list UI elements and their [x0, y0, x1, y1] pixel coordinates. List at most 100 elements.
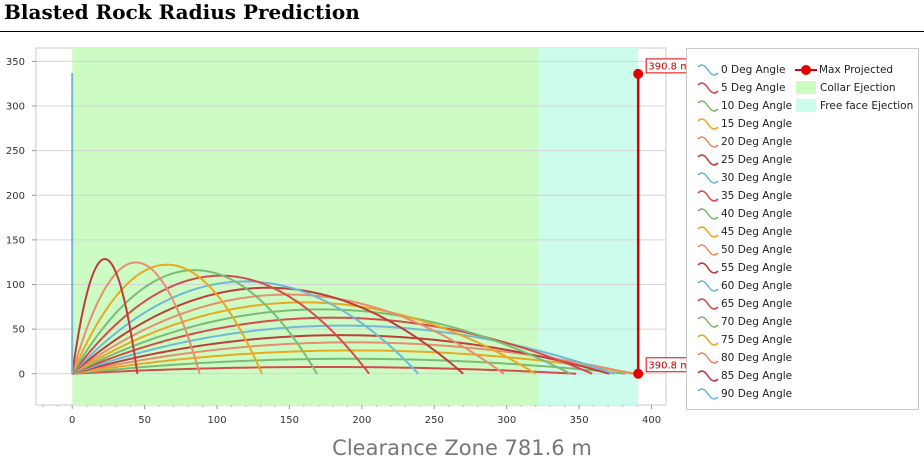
legend-label: 75 Deg Angle — [721, 333, 793, 346]
svg-text:390.8 m: 390.8 m — [648, 360, 690, 371]
series-swatch-icon — [697, 333, 719, 346]
y-tick-label: 200 — [6, 191, 25, 202]
chart-legend: 0 Deg Angle 5 Deg Angle 10 Deg Angle 15 Deg… — [686, 48, 919, 410]
page-title: Blasted Rock Radius Prediction — [4, 0, 360, 24]
series-swatch-icon — [697, 225, 719, 238]
series-line-70-deg — [71, 269, 318, 375]
legend-label: 15 Deg Angle — [721, 117, 793, 130]
series-line-75-deg — [71, 263, 263, 375]
grid-lines — [36, 60, 666, 375]
series-line-40-deg — [71, 308, 571, 375]
legend-label: 60 Deg Angle — [721, 279, 793, 292]
legend-item-50-deg: 50 Deg Angle — [697, 241, 792, 258]
legend-item-65-deg: 65 Deg Angle — [697, 295, 792, 312]
series-swatch-icon — [697, 297, 719, 310]
legend-item-55-deg: 55 Deg Angle — [697, 259, 792, 276]
legend-label: 70 Deg Angle — [721, 315, 793, 328]
series-line-30-deg — [71, 324, 615, 375]
legend-item-10-deg: 10 Deg Angle — [697, 97, 792, 114]
x-tick-label: 300 — [497, 415, 516, 426]
legend-item-80-deg: 80 Deg Angle — [697, 349, 792, 366]
y-tick-label: 100 — [6, 280, 25, 291]
legend-item-20-deg: 20 Deg Angle — [697, 133, 792, 150]
legend-item-35-deg: 35 Deg Angle — [697, 187, 792, 204]
legend-item-85-deg: 85 Deg Angle — [697, 367, 792, 384]
series-swatch-icon — [697, 279, 719, 292]
series-swatch-icon — [697, 207, 719, 220]
series-line-80-deg — [71, 261, 201, 375]
legend-label: 55 Deg Angle — [721, 261, 793, 274]
series-swatch-icon — [697, 117, 719, 130]
free-face-ejection-zone — [538, 48, 639, 405]
legend-label: 65 Deg Angle — [721, 297, 793, 310]
series-swatch-icon — [697, 387, 719, 400]
series-line-50-deg — [71, 293, 505, 375]
series-swatch-icon — [697, 189, 719, 202]
legend-label: 45 Deg Angle — [721, 225, 793, 238]
x-tick-label: 100 — [207, 415, 226, 426]
y-tick-label: 250 — [6, 146, 25, 157]
series-swatch-icon — [697, 135, 719, 148]
svg-text:390.8 m: 390.8 m — [648, 61, 690, 72]
legend-label: 40 Deg Angle — [721, 207, 793, 220]
legend-item-40-deg: 40 Deg Angle — [697, 205, 792, 222]
legend-item-25-deg: 25 Deg Angle — [697, 151, 792, 168]
free-face-ejection-swatch — [796, 99, 816, 112]
clearance-zone-label: Clearance Zone 781.6 m — [332, 436, 592, 460]
legend-label: 35 Deg Angle — [721, 189, 793, 202]
x-tick-label: 250 — [425, 415, 444, 426]
y-tick-label: 50 — [12, 325, 25, 336]
legend-label: 25 Deg Angle — [721, 153, 793, 166]
axis-ticks: 0 50 100 150 200 250 300 350 0 50 100 150 200 250 300 3… — [6, 57, 661, 426]
legend-item-0-deg: 0 Deg Angle — [697, 61, 785, 78]
max-projected-marker: 390.8 m 390.8 m — [633, 58, 693, 379]
y-tick-label: 350 — [6, 57, 25, 68]
series-line-55-deg — [71, 286, 464, 375]
x-tick-label: 400 — [642, 415, 661, 426]
series-line-45-deg — [71, 301, 537, 375]
series-line-85-deg — [71, 257, 139, 374]
legend-item-15-deg: 15 Deg Angle — [697, 115, 792, 132]
collar-ejection-swatch — [796, 81, 816, 94]
series-swatch-icon — [697, 99, 719, 112]
legend-item-max-projected: Max Projected — [795, 61, 893, 78]
x-tick-label: 0 — [69, 415, 75, 426]
series-swatch-icon — [697, 153, 719, 166]
series-swatch-icon — [697, 261, 719, 274]
legend-item-90-deg: 90 Deg Angle — [697, 385, 792, 402]
x-tick-label: 200 — [352, 415, 371, 426]
legend-item-60-deg: 60 Deg Angle — [697, 277, 792, 294]
series-swatch-icon — [697, 63, 719, 76]
legend-label: Free face Ejection — [820, 99, 914, 112]
series-swatch-icon — [697, 81, 719, 94]
legend-label: 80 Deg Angle — [721, 351, 793, 364]
legend-item-30-deg: 30 Deg Angle — [697, 169, 792, 186]
series-line-5-deg — [72, 365, 577, 375]
legend-item-70-deg: 70 Deg Angle — [697, 313, 792, 330]
series-swatch-icon — [697, 171, 719, 184]
legend-item-free-face-ejection: Free face Ejection — [796, 97, 913, 114]
max-projected-point-top — [633, 68, 644, 79]
trajectory-curves — [71, 72, 638, 375]
legend-label: Collar Ejection — [820, 81, 896, 94]
y-tick-label: 150 — [6, 235, 25, 246]
series-swatch-icon — [697, 243, 719, 256]
legend-label: 5 Deg Angle — [721, 81, 786, 94]
legend-label: 50 Deg Angle — [721, 243, 793, 256]
series-swatch-icon — [697, 315, 719, 328]
legend-label: 85 Deg Angle — [721, 369, 793, 382]
x-tick-label: 50 — [138, 415, 151, 426]
legend-label: 20 Deg Angle — [721, 135, 793, 148]
legend-item-5-deg: 5 Deg Angle — [697, 79, 785, 96]
series-line-10-deg — [72, 357, 626, 375]
series-line-25-deg — [71, 334, 610, 375]
x-tick-label: 350 — [570, 415, 589, 426]
series-swatch-icon — [697, 351, 719, 364]
legend-item-75-deg: 75 Deg Angle — [697, 331, 792, 348]
x-tick-label: 150 — [280, 415, 299, 426]
series-line-35-deg — [71, 316, 593, 375]
y-tick-label: 300 — [6, 102, 25, 113]
legend-label: Max Projected — [819, 63, 894, 76]
legend-item-collar-ejection: Collar Ejection — [796, 79, 896, 96]
